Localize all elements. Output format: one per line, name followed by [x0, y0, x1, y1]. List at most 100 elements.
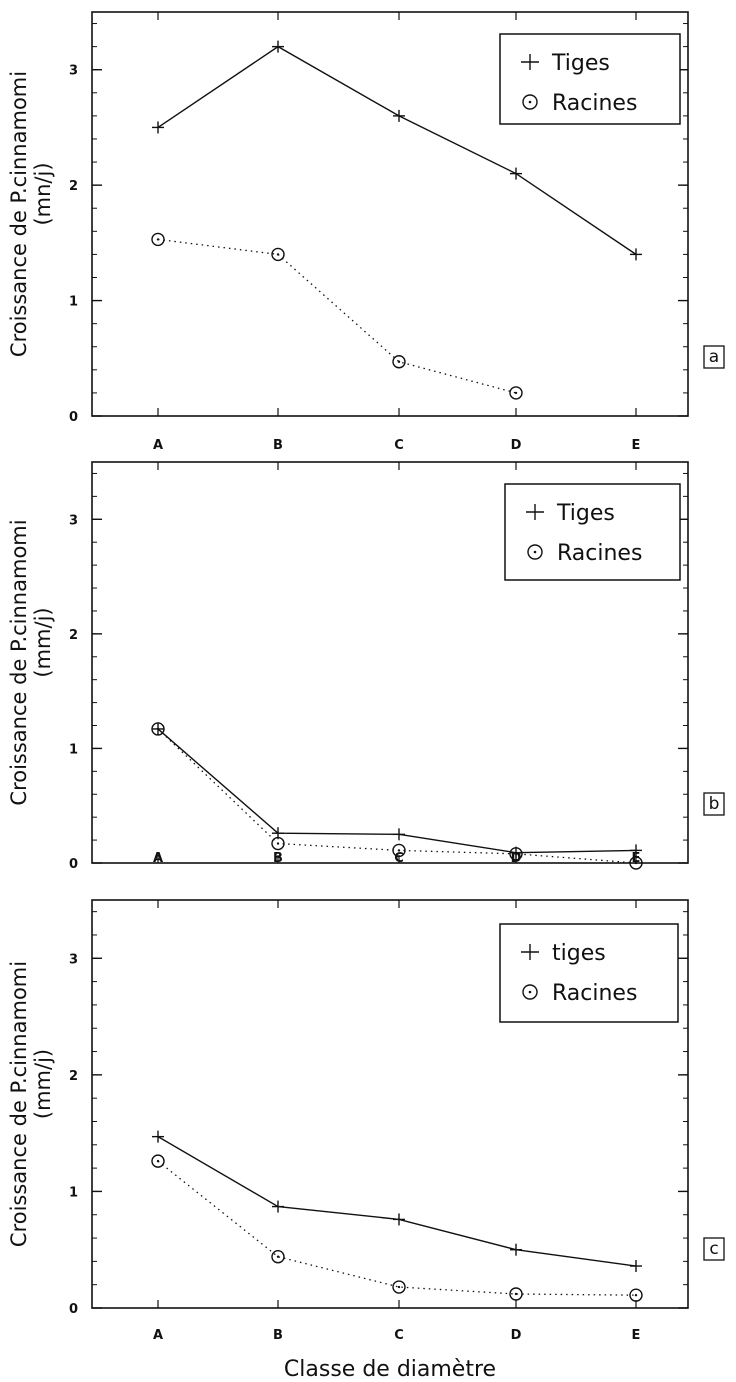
- legend-label: Tiges: [551, 51, 610, 76]
- legend-circle-dot: [528, 100, 532, 104]
- data-point-circle: [151, 722, 165, 736]
- data-point-plus: [272, 1200, 284, 1213]
- panel-tag-box: [703, 1237, 725, 1261]
- series-tiges: [152, 722, 642, 859]
- circle-ring: [509, 386, 523, 400]
- legend: tiges Racines: [499, 923, 679, 1023]
- data-point-circle: [629, 856, 643, 870]
- data-point-circle: [392, 355, 406, 369]
- y-axis-title: Croissance de P.cinnamomi: [7, 71, 31, 357]
- legend: Tiges Racines: [499, 33, 681, 125]
- panel-tag-box: [703, 345, 725, 369]
- circle-ring: [271, 1250, 285, 1264]
- legend: Tiges Racines: [504, 483, 681, 581]
- circle-ring: [509, 847, 523, 861]
- panel-tag: c: [703, 1237, 725, 1261]
- x-tick-label: C: [394, 851, 404, 866]
- circle-dot: [156, 1159, 160, 1163]
- x-tick-label: D: [511, 1328, 522, 1343]
- y-tick-label: 0: [69, 1302, 78, 1317]
- circle-ring: [392, 843, 406, 858]
- circle-dot: [156, 727, 160, 731]
- data-point-plus: [393, 109, 405, 122]
- y-axis-unit: (mm/j): [31, 1049, 55, 1119]
- panel-tag-letter: c: [709, 1239, 718, 1259]
- circle-dot: [634, 861, 638, 865]
- legend-circle-dot: [533, 550, 537, 554]
- data-point-circle: [271, 247, 285, 262]
- chart-panel-c: 0 1 2 3 A B C D E Croissance de P.cinnamomi (mm/j)…: [7, 899, 725, 1382]
- y-tick-label: 0: [69, 857, 78, 872]
- x-axis-title: Classe de diamètre: [284, 1357, 496, 1382]
- panel-tag: a: [703, 345, 725, 369]
- data-point-plus: [630, 844, 642, 857]
- series-tiges: [152, 40, 642, 261]
- series-line: [157, 238, 517, 394]
- data-point-plus: [510, 1243, 522, 1256]
- plot-frame: [91, 461, 689, 864]
- circle-dot: [634, 1293, 638, 1297]
- x-tick-label: A: [153, 1328, 163, 1343]
- x-tick-label: E: [632, 851, 641, 866]
- data-point-plus: [630, 248, 642, 261]
- x-tick-label: C: [394, 438, 404, 453]
- legend-label: Racines: [557, 541, 642, 566]
- legend-label: Racines: [552, 91, 637, 116]
- y-tick-label: 1: [69, 295, 78, 310]
- legend-circle-ring: [522, 94, 538, 110]
- x-tick-label: A: [153, 851, 163, 866]
- series-tiges: [152, 1130, 642, 1273]
- circle-dot: [276, 1255, 280, 1258]
- circle-ring: [509, 1287, 523, 1301]
- series-line: [157, 1136, 637, 1267]
- data-point-circle: [392, 1280, 406, 1294]
- y-axis-unit: (mn/j): [31, 162, 55, 225]
- x-tick-label: C: [394, 1328, 404, 1343]
- data-point-plus: [152, 1130, 164, 1143]
- x-tick-label: B: [273, 851, 283, 866]
- y-tick-label: 3: [69, 513, 78, 528]
- x-tick-label: E: [632, 1328, 641, 1343]
- data-point-circle: [151, 1154, 165, 1168]
- circle-ring: [629, 1288, 643, 1302]
- y-axis-title: Croissance de P.cinnamomi: [7, 961, 31, 1247]
- x-tick-label: B: [273, 1328, 283, 1343]
- data-point-circle: [629, 1288, 643, 1302]
- data-point-circle: [392, 843, 406, 858]
- data-point-plus: [630, 1260, 642, 1273]
- data-point-circle: [509, 386, 523, 400]
- plot-frame: [91, 11, 689, 417]
- circle-dot: [397, 1285, 401, 1289]
- data-point-circle: [509, 1287, 523, 1301]
- data-point-plus: [152, 121, 164, 134]
- plot-frame: [91, 899, 689, 1309]
- circle-dot: [276, 253, 280, 256]
- circle-dot: [397, 360, 401, 363]
- circle-ring: [271, 247, 285, 262]
- data-point-circle: [509, 847, 523, 861]
- legend-circle-ring: [522, 984, 538, 1000]
- data-point-plus: [272, 40, 284, 53]
- circle-dot: [514, 391, 518, 395]
- legend-label: tiges: [552, 941, 606, 966]
- data-point-plus: [393, 828, 405, 841]
- circle-ring: [629, 856, 643, 870]
- data-point-circle: [271, 836, 285, 851]
- data-point-plus: [510, 167, 522, 180]
- circle-dot: [514, 1292, 518, 1296]
- circle-dot: [514, 852, 518, 856]
- legend-circle-dot: [528, 990, 532, 994]
- y-tick-label: 2: [69, 179, 78, 194]
- series-racines: [151, 1154, 643, 1302]
- data-point-plus: [393, 1213, 405, 1226]
- x-tick-label: D: [511, 438, 522, 453]
- panel-tag-box: [703, 792, 725, 816]
- y-tick-label: 3: [69, 64, 78, 79]
- legend-label: Racines: [552, 981, 637, 1006]
- y-axis-title: Croissance de P.cinnamomi: [7, 519, 31, 805]
- y-tick-label: 1: [69, 1185, 78, 1200]
- circle-dot: [397, 849, 401, 852]
- circle-ring: [271, 836, 285, 851]
